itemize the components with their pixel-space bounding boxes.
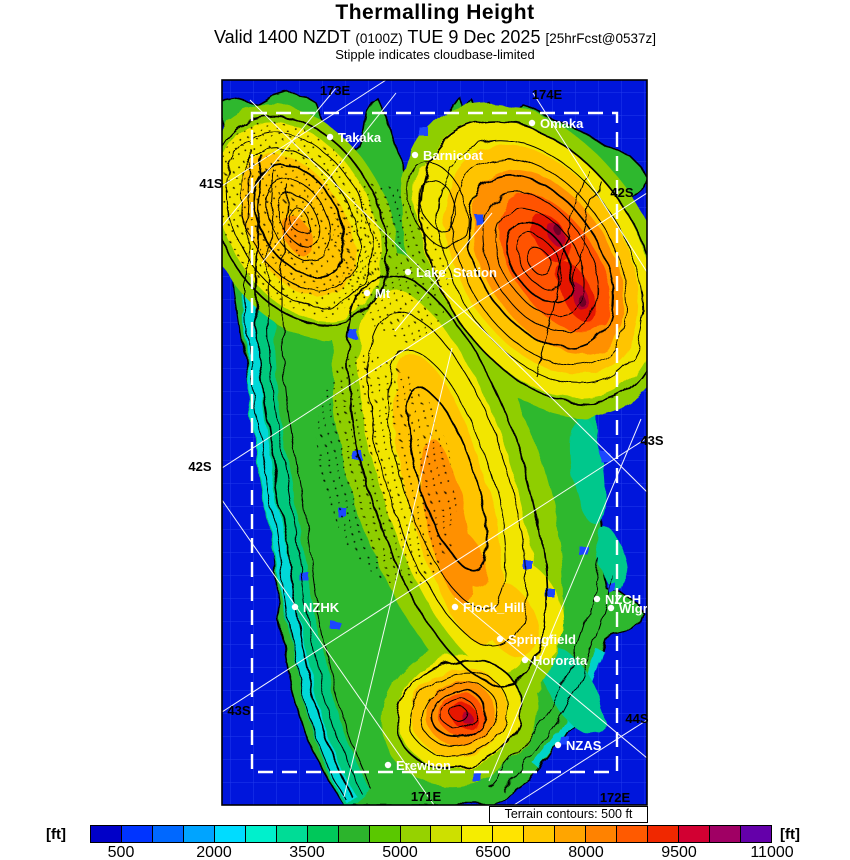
place-marker	[326, 133, 334, 141]
colorbar-segment	[121, 826, 153, 842]
colorbar-tick-label: 8000	[568, 844, 604, 860]
colorbar-segment	[214, 826, 246, 842]
place-marker	[411, 151, 419, 159]
place-marker	[384, 761, 392, 769]
place-label: Springfield	[508, 632, 576, 647]
colorbar-units-left: [ft]	[46, 826, 66, 843]
valid-date: TUE 9 Dec 2025	[407, 27, 541, 47]
colorbar-units-right: [ft]	[780, 826, 800, 843]
place-label: Takaka	[338, 130, 382, 145]
graticule-label: 171E	[411, 789, 442, 804]
graticule-labels: 41S 42S 43S 42S 43S 44S 173E 174E 171E 172E	[188, 83, 663, 805]
colorbar-segment	[245, 826, 277, 842]
colorbar-segment	[152, 826, 184, 842]
valid-utc: (0100Z)	[355, 31, 403, 46]
graticule-label: 42S	[188, 459, 211, 474]
colorbar-segment	[710, 826, 742, 842]
place-marker	[496, 635, 504, 643]
colorbar-segment	[183, 826, 215, 842]
place-marker	[404, 268, 412, 276]
place-marker	[451, 603, 459, 611]
terrain-contours-note: Terrain contours: 500 ft	[489, 806, 648, 823]
place-label: NZAS	[566, 738, 602, 753]
place-marker	[528, 119, 536, 127]
valid-prefix: Valid 1400 NZDT	[214, 27, 351, 47]
colorbar-segment	[555, 826, 587, 842]
place-marker	[521, 656, 529, 664]
graticule-label: 43S	[640, 433, 663, 448]
place-marker	[554, 741, 562, 749]
place-marker	[607, 604, 615, 612]
colorbar-segment	[524, 826, 556, 842]
stipple-zones	[222, 119, 457, 586]
colorbar-segment	[586, 826, 618, 842]
colorbar-tick-label: 5000	[382, 844, 418, 860]
graticule-label: 173E	[320, 83, 351, 98]
colorbar-segment	[617, 826, 649, 842]
graticule-lines	[222, 80, 647, 805]
colorbar-tick-label: 9500	[661, 844, 697, 860]
colorbar-segment	[493, 826, 525, 842]
map-frame	[221, 79, 648, 806]
graticule-label: 174E	[532, 87, 563, 102]
colorbar-segment	[307, 826, 339, 842]
thermal-field	[222, 91, 647, 805]
place-label: Hororata	[533, 653, 588, 668]
colorbar-segment	[648, 826, 680, 842]
place-marker	[593, 595, 601, 603]
place-label: Mt	[375, 286, 391, 301]
stipple-note: Stipple indicates cloudbase-limited	[335, 47, 535, 62]
colorbar-segment	[679, 826, 711, 842]
place-label: Lake_Station	[416, 265, 497, 280]
place-label: Wigram	[619, 601, 667, 616]
inner-domain-boundary	[250, 111, 619, 774]
colorbar-segment	[276, 826, 308, 842]
place-label: NZHK	[303, 600, 340, 615]
colorbar-tick-label: 6500	[475, 844, 511, 860]
colorbar-segment	[462, 826, 494, 842]
colorbar-tick-label: 2000	[196, 844, 232, 860]
graticule-label: 43S	[227, 703, 250, 718]
colorbar-segment	[431, 826, 463, 842]
place-label: Erewhon	[396, 758, 451, 773]
colorbar-segment	[91, 826, 122, 842]
place-label: Flock_Hill	[463, 600, 524, 615]
place-label: Barnicoat	[423, 148, 484, 163]
place-labels: Takaka Barnicoat Omaka Lake_Station Mt NZHK Fl…	[291, 116, 667, 773]
place-label: Omaka	[540, 116, 584, 131]
colorbar	[90, 825, 772, 843]
graticule-label: 172E	[600, 790, 631, 805]
colorbar-tick-label: 3500	[289, 844, 325, 860]
graticule-label: 41S	[199, 176, 222, 191]
colorbar-tick-label: 11000	[750, 844, 794, 860]
colorbar-segment	[741, 826, 771, 842]
colorbar-segment	[338, 826, 370, 842]
place-label: NZCH	[605, 592, 641, 607]
colorbar-tick-label: 500	[107, 844, 135, 860]
place-marker	[291, 603, 299, 611]
place-marker	[363, 289, 371, 297]
colorbar-segment	[400, 826, 432, 842]
map-content	[222, 80, 647, 805]
graticule-label: 42S	[610, 185, 633, 200]
page-title: Thermalling Height	[335, 1, 535, 24]
colorbar-segment	[369, 826, 401, 842]
valid-time-line: Valid 1400 NZDT (0100Z) TUE 9 Dec 2025 […	[10, 27, 850, 48]
graticule-label: 44S	[625, 711, 648, 726]
forecast-ref: [25hrFcst@0537z]	[545, 31, 656, 46]
